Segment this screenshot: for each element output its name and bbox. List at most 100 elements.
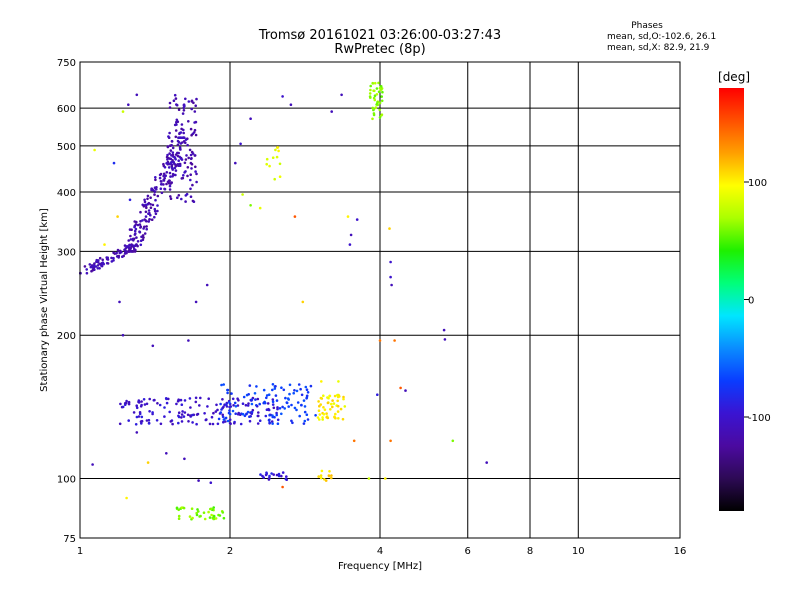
- data-point: [330, 110, 334, 113]
- data-point: [287, 405, 291, 408]
- data-point: [324, 479, 328, 482]
- data-point: [125, 496, 128, 500]
- data-point: [283, 407, 287, 410]
- data-point: [305, 396, 309, 399]
- data-point: [376, 393, 379, 397]
- data-point: [271, 388, 274, 392]
- data-point: [339, 407, 343, 411]
- data-point: [180, 197, 183, 201]
- data-point: [232, 404, 235, 407]
- data-point: [275, 399, 279, 402]
- data-point: [336, 404, 340, 408]
- data-point: [377, 81, 380, 85]
- data-point: [116, 215, 119, 218]
- data-point: [330, 476, 333, 480]
- data-point: [135, 406, 139, 410]
- data-point: [173, 166, 177, 170]
- data-point: [155, 419, 159, 422]
- data-point: [267, 407, 270, 411]
- x-tick-label: 1: [77, 546, 83, 557]
- data-point: [151, 411, 154, 414]
- data-point: [355, 218, 359, 221]
- data-point: [193, 110, 197, 113]
- data-point: [131, 250, 135, 253]
- data-point: [177, 514, 181, 518]
- data-point: [181, 410, 184, 413]
- data-point: [281, 485, 284, 489]
- data-point: [290, 403, 293, 407]
- data-point: [121, 110, 125, 113]
- data-point: [159, 180, 163, 183]
- data-point: [180, 127, 183, 131]
- data-point: [160, 191, 164, 195]
- data-point: [159, 422, 163, 426]
- data-point: [181, 112, 185, 115]
- data-point: [188, 515, 192, 518]
- data-point: [272, 473, 276, 476]
- data-point: [302, 399, 306, 402]
- data-point: [202, 511, 206, 514]
- data-point: [110, 260, 114, 263]
- data-point: [348, 243, 352, 246]
- data-point: [273, 177, 277, 181]
- data-point: [245, 412, 248, 416]
- data-point: [174, 129, 178, 132]
- data-point: [271, 156, 275, 159]
- data-point: [169, 182, 173, 185]
- data-point: [170, 163, 174, 167]
- data-point: [327, 474, 331, 477]
- data-point: [228, 418, 232, 422]
- data-point: [168, 184, 172, 188]
- data-point: [103, 243, 106, 246]
- data-point: [190, 133, 193, 137]
- y-tick-label: 300: [57, 247, 76, 258]
- data-point: [117, 254, 121, 258]
- data-point: [149, 196, 152, 199]
- data-point: [178, 162, 181, 166]
- data-point: [171, 168, 174, 171]
- data-point: [135, 431, 139, 434]
- data-point: [121, 405, 125, 409]
- data-point: [187, 420, 190, 423]
- data-point: [207, 510, 210, 514]
- data-point: [179, 131, 183, 134]
- data-point: [309, 384, 313, 388]
- data-point: [143, 198, 146, 202]
- data-point: [288, 383, 292, 387]
- data-point: [330, 474, 333, 477]
- data-point: [206, 405, 209, 408]
- data-point: [179, 136, 183, 139]
- data-point: [271, 398, 275, 401]
- data-point: [153, 209, 157, 213]
- data-point: [214, 410, 218, 413]
- data-point: [176, 154, 180, 158]
- plot-frame: [79, 61, 681, 539]
- data-point: [190, 507, 194, 511]
- data-point: [265, 396, 268, 400]
- data-point: [135, 236, 138, 239]
- data-point: [300, 393, 304, 397]
- data-point: [268, 418, 271, 422]
- data-point: [184, 97, 187, 101]
- data-point: [177, 159, 180, 162]
- data-point: [334, 416, 337, 420]
- data-point: [127, 239, 130, 242]
- data-point: [137, 401, 141, 404]
- data-point: [194, 165, 197, 169]
- data-point: [389, 439, 392, 443]
- data-point: [162, 172, 166, 176]
- data-point: [319, 474, 323, 477]
- data-point: [182, 140, 186, 143]
- data-point: [298, 414, 302, 418]
- data-point: [143, 200, 147, 204]
- data-point: [299, 387, 302, 391]
- data-point: [127, 250, 130, 253]
- data-point: [228, 412, 232, 416]
- colorbar-tick-label: 100: [748, 178, 767, 189]
- data-point: [177, 194, 181, 197]
- data-point: [376, 100, 379, 104]
- data-point: [141, 234, 145, 237]
- data-point: [177, 517, 181, 520]
- data-point: [91, 268, 95, 272]
- data-point: [132, 244, 136, 248]
